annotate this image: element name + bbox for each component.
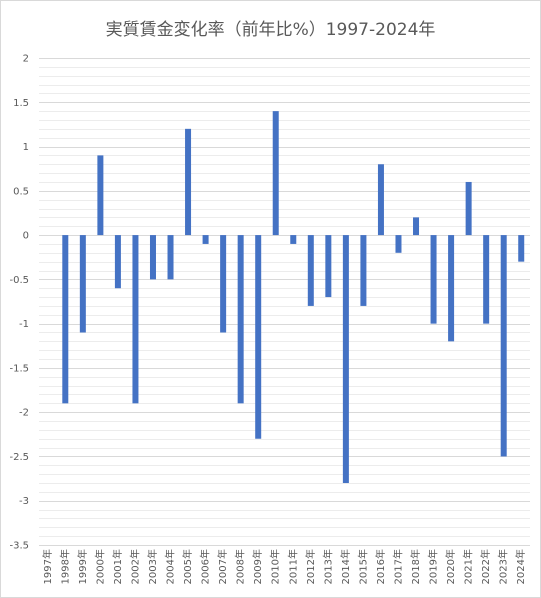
y-tick-label: -2	[19, 408, 29, 419]
bar	[79, 235, 86, 333]
x-tick-label: 2005年	[181, 549, 194, 584]
y-tick-label: 0.5	[13, 186, 29, 197]
y-tick-label: -1.5	[9, 363, 29, 374]
bar	[483, 235, 490, 324]
bar	[430, 235, 437, 324]
x-tick-label: 2019年	[427, 549, 440, 584]
bar	[202, 235, 209, 244]
x-tick-label: 2015年	[356, 549, 369, 584]
x-tick-label: 2021年	[462, 549, 475, 584]
y-tick-label: -3	[19, 496, 29, 507]
y-tick-label: 1.5	[13, 98, 29, 109]
bar	[62, 235, 69, 404]
x-tick-label: 2000年	[93, 549, 106, 584]
bar	[220, 235, 227, 333]
bar	[448, 235, 455, 342]
bar	[395, 235, 402, 253]
x-tick-label: 1999年	[76, 549, 89, 584]
bar	[500, 235, 507, 457]
y-tick-label: -2.5	[9, 452, 29, 463]
x-tick-label: 2017年	[391, 549, 404, 584]
x-tick-label: 2006年	[199, 549, 212, 584]
y-tick-label: -0.5	[9, 275, 29, 286]
x-tick-label: 2003年	[146, 549, 159, 584]
bar	[114, 235, 121, 289]
x-tick-label: 2022年	[479, 549, 492, 584]
bar	[518, 235, 525, 262]
y-tick-label: -1	[19, 319, 29, 330]
bar	[132, 235, 139, 404]
bar	[290, 235, 297, 244]
x-tick-label: 2023年	[497, 549, 510, 584]
bar	[149, 235, 156, 280]
bar	[307, 235, 314, 306]
x-tick-label: 2012年	[304, 549, 317, 584]
y-tick-label: 1	[23, 142, 29, 153]
bar	[377, 164, 384, 236]
bar	[237, 235, 244, 404]
x-tick-label: 2010年	[269, 549, 282, 584]
y-tick-label: -3.5	[9, 541, 29, 552]
x-tick-label: 1997年	[41, 549, 54, 584]
x-tick-label: 2004年	[164, 549, 177, 584]
x-tick-label: 2020年	[444, 549, 457, 584]
x-tick-label: 2024年	[514, 549, 527, 584]
bar-layer	[62, 111, 525, 484]
x-tick-label: 2008年	[234, 549, 247, 584]
x-tick-label: 2001年	[111, 549, 124, 584]
bar	[325, 235, 332, 298]
bar	[465, 181, 472, 236]
x-tick-label: 2016年	[374, 549, 387, 584]
bar	[185, 128, 192, 236]
bar	[413, 217, 420, 236]
bar	[167, 235, 174, 280]
x-tick-label: 2002年	[128, 549, 141, 584]
x-tick-label: 2009年	[251, 549, 264, 584]
y-axis-ticks: 2 1.5 1 0.5 0 -0.5 -1 -1.5 -2 -2.5 -3 -3.5	[9, 54, 29, 552]
bar	[272, 111, 279, 236]
bar	[97, 155, 104, 236]
bar	[255, 235, 262, 439]
x-tick-label: 1998年	[58, 549, 71, 584]
x-tick-label: 2013年	[321, 549, 334, 584]
x-tick-label: 2018年	[409, 549, 422, 584]
y-tick-label: 0	[23, 231, 29, 242]
bar	[360, 235, 367, 306]
x-tick-label: 2011年	[286, 549, 299, 584]
grid-layer	[39, 58, 530, 546]
bar	[342, 235, 349, 484]
x-tick-label: 2014年	[339, 549, 352, 584]
x-axis-ticks: 1997年 1998年 1999年 2000年 2001年 2002年 2003年 2004年…	[41, 549, 527, 584]
y-tick-label: 2	[23, 54, 29, 65]
chart-title: 実質賃金変化率（前年比%）1997-2024年	[105, 20, 436, 40]
x-tick-label: 2007年	[216, 549, 229, 584]
